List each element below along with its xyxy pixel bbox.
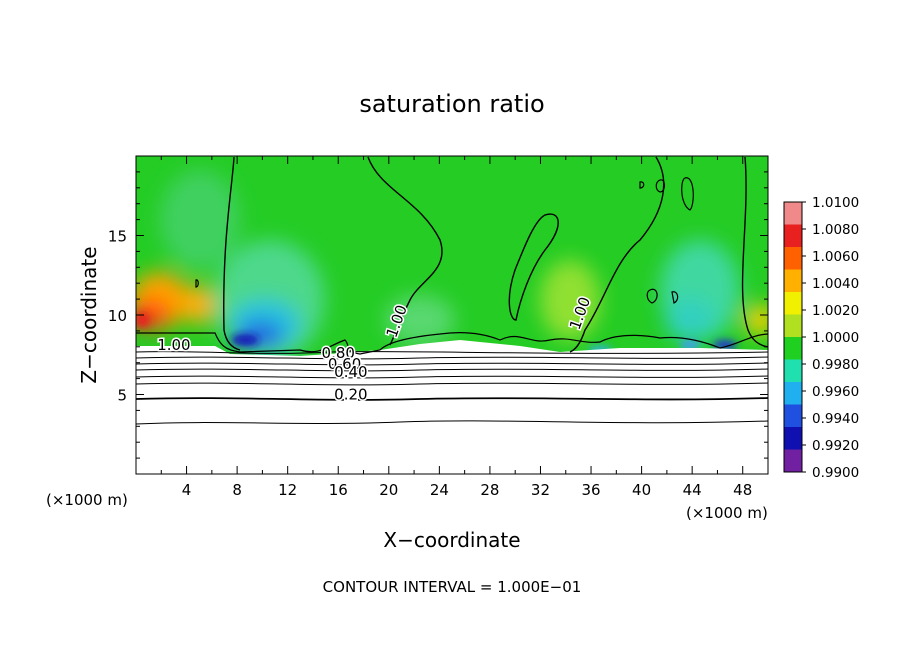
colorbar-tick-label: 0.9920 [812, 438, 859, 454]
x-axis-unit-left: (×1000 m) [46, 491, 128, 509]
colorbar-tick-label: 1.0040 [812, 276, 859, 292]
y-axis-label: Z−coordinate [77, 246, 101, 383]
contour-1-00-right [569, 156, 665, 353]
colorbar-swatch [784, 314, 802, 338]
x-tick-label: 8 [232, 481, 242, 499]
chart-title: saturation ratio [359, 90, 544, 118]
contour-1-00-island [508, 213, 559, 321]
contour-label: 0.40 [334, 363, 367, 381]
x-tick-label: 20 [379, 481, 398, 499]
colorbar-tick-label: 1.0080 [812, 222, 859, 238]
colorbar-swatch [784, 449, 802, 473]
contour-label: 0.80 [322, 344, 355, 362]
colorbar-tick-label: 1.0100 [812, 195, 859, 211]
x-axis-label: X−coordinate [383, 528, 520, 552]
colorbar-swatch [784, 269, 802, 293]
colorbar-swatch [784, 247, 802, 270]
contour-1-00-far-right [741, 156, 768, 348]
plot-area: 1.00 0.800.600.400.201.00 1.00 [136, 156, 768, 474]
x-tick-label: 16 [329, 481, 348, 499]
colorbar-swatch [784, 202, 802, 225]
x-tick-label: 40 [632, 481, 651, 499]
colorbar-tick-label: 0.9900 [812, 465, 859, 481]
contour-label: 0.60 [328, 355, 361, 373]
colorbar-tick-label: 1.0000 [812, 330, 859, 346]
x-tick-label: 36 [581, 481, 600, 499]
y-tick-label: 15 [108, 228, 127, 246]
x-tick-label: 28 [480, 481, 499, 499]
contour-1-00-mid [367, 156, 443, 346]
y-tick-label: 5 [117, 387, 127, 405]
colorbar-tick-label: 0.9940 [812, 411, 859, 427]
colorbar-swatch [784, 382, 802, 405]
colorbar-tick-label: 0.9960 [812, 384, 859, 400]
colorbar-tick-label: 0.9980 [812, 357, 859, 373]
contour-label: 1.00 [157, 336, 190, 354]
x-axis-ticks: 4 8 12 16 20 24 28 32 36 40 44 48 [160, 156, 752, 499]
x-axis-unit-right: (×1000 m) [686, 504, 768, 522]
contour-interval-note: CONTOUR INTERVAL = 1.000E−01 [323, 578, 582, 596]
x-tick-label: 32 [531, 481, 550, 499]
x-tick-label: 44 [683, 481, 702, 499]
field-color-anomalies [136, 170, 768, 360]
x-tick-label: 12 [278, 481, 297, 499]
colorbar-tick-label: 1.0020 [812, 303, 859, 319]
lower-layer-field [136, 340, 768, 474]
colorbar-swatch [784, 292, 802, 315]
colorbar-swatch [784, 224, 802, 248]
colorbar-swatch [784, 404, 802, 428]
x-tick-label: 4 [182, 481, 192, 499]
y-tick-label: 10 [108, 307, 127, 325]
colorbar-swatch [784, 427, 802, 450]
low-level-contours [136, 351, 768, 425]
x-tick-label: 48 [733, 481, 752, 499]
colorbar-swatch [784, 359, 802, 383]
cloud-base-edge [136, 332, 768, 355]
colorbar-swatch [784, 337, 802, 360]
field-color-details [136, 312, 737, 354]
contour-label: 0.20 [334, 385, 367, 403]
colorbar: 1.0100 1.0080 1.0060 1.0040 1.0020 1.0000 0.99… [783, 195, 859, 481]
contour-1-00-left [223, 156, 241, 351]
y-axis-ticks: 5 10 15 [108, 171, 768, 459]
contour-small-loops [195, 177, 694, 304]
colorbar-tick-label: 1.0060 [812, 249, 859, 265]
x-tick-label: 24 [430, 481, 449, 499]
